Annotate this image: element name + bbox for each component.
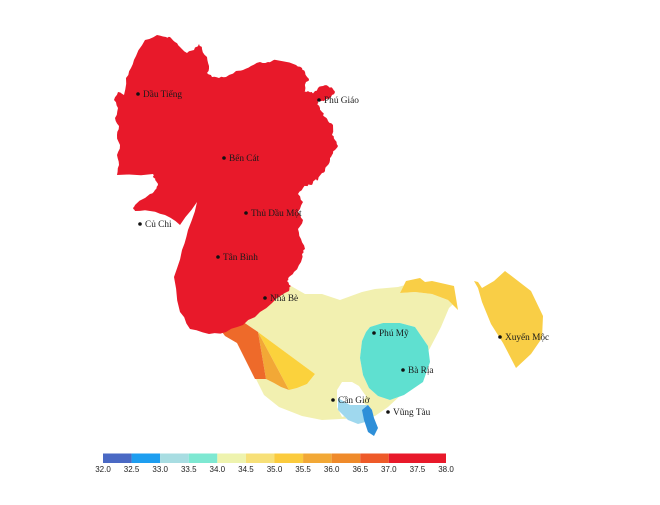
svg-text:32.5: 32.5 [124,465,140,474]
svg-text:34.5: 34.5 [238,465,254,474]
svg-text:Xuyến Mộc: Xuyến Mộc [505,332,549,343]
svg-text:Phú Giáo: Phú Giáo [324,96,359,106]
svg-text:Bến Cát: Bến Cát [229,153,260,164]
svg-text:38.0: 38.0 [438,465,454,474]
svg-text:36.0: 36.0 [324,465,340,474]
svg-text:33.0: 33.0 [152,465,168,474]
svg-text:Thủ Dầu Một: Thủ Dầu Một [251,208,302,219]
svg-text:35.0: 35.0 [267,465,283,474]
svg-text:32.0: 32.0 [95,465,111,474]
svg-text:Củ Chi: Củ Chi [145,220,172,230]
svg-text:Dầu Tiếng: Dầu Tiếng [143,89,182,100]
svg-text:Vũng Tàu: Vũng Tàu [393,408,431,418]
svg-text:35.5: 35.5 [295,465,311,474]
svg-text:37.0: 37.0 [381,465,397,474]
svg-text:Tân Bình: Tân Bình [223,253,258,263]
svg-text:Nhà Bè: Nhà Bè [270,294,298,304]
svg-text:37.5: 37.5 [410,465,426,474]
svg-text:Phú Mỹ: Phú Mỹ [379,329,409,339]
svg-text:33.5: 33.5 [181,465,197,474]
svg-text:34.0: 34.0 [210,465,226,474]
svg-text:36.5: 36.5 [352,465,368,474]
svg-text:Bà Rịa: Bà Rịa [408,366,434,376]
svg-text:Cần Giờ: Cần Giờ [338,395,371,406]
